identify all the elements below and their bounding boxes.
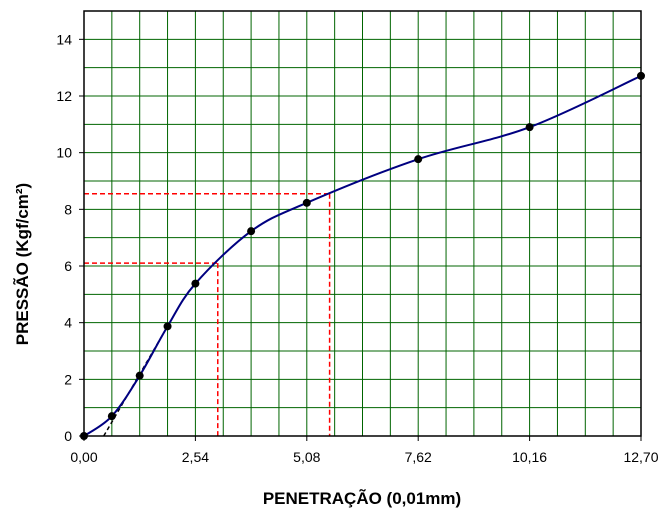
data-point bbox=[525, 123, 534, 132]
y-axis-label: PRESSÃO (Kgf/cm²) bbox=[12, 183, 32, 345]
y-tick-label: 14 bbox=[56, 31, 72, 47]
plot-frame bbox=[83, 10, 642, 437]
data-point bbox=[414, 155, 423, 164]
y-ticks: 0 2 4 6 8 10 12 14 bbox=[56, 31, 84, 444]
data-point bbox=[107, 412, 116, 421]
x-axis-label: PENETRAÇÃO (0,01mm) bbox=[263, 488, 461, 508]
x-tick-label: 10,16 bbox=[512, 449, 547, 465]
y-tick-label: 0 bbox=[64, 428, 72, 444]
x-tick-label: 12,70 bbox=[623, 449, 658, 465]
y-tick-label: 12 bbox=[56, 88, 72, 104]
grid bbox=[84, 11, 641, 436]
x-ticks: 0,00 2,54 5,08 7,62 10,16 12,70 bbox=[70, 436, 659, 465]
data-point bbox=[163, 322, 172, 331]
y-tick-label: 4 bbox=[64, 315, 72, 331]
data-point bbox=[191, 279, 200, 288]
data-point bbox=[247, 227, 256, 236]
x-tick-label: 7,62 bbox=[405, 449, 432, 465]
data-point bbox=[302, 198, 311, 207]
y-tick-label: 2 bbox=[64, 371, 72, 387]
y-tick-label: 10 bbox=[56, 145, 72, 161]
y-tick-label: 8 bbox=[64, 201, 72, 217]
x-tick-label: 5,08 bbox=[293, 449, 320, 465]
y-tick-label: 6 bbox=[64, 258, 72, 274]
reference-lines bbox=[84, 193, 331, 436]
x-tick-label: 0,00 bbox=[70, 449, 97, 465]
data-point bbox=[135, 371, 144, 380]
x-tick-label: 2,54 bbox=[182, 449, 209, 465]
